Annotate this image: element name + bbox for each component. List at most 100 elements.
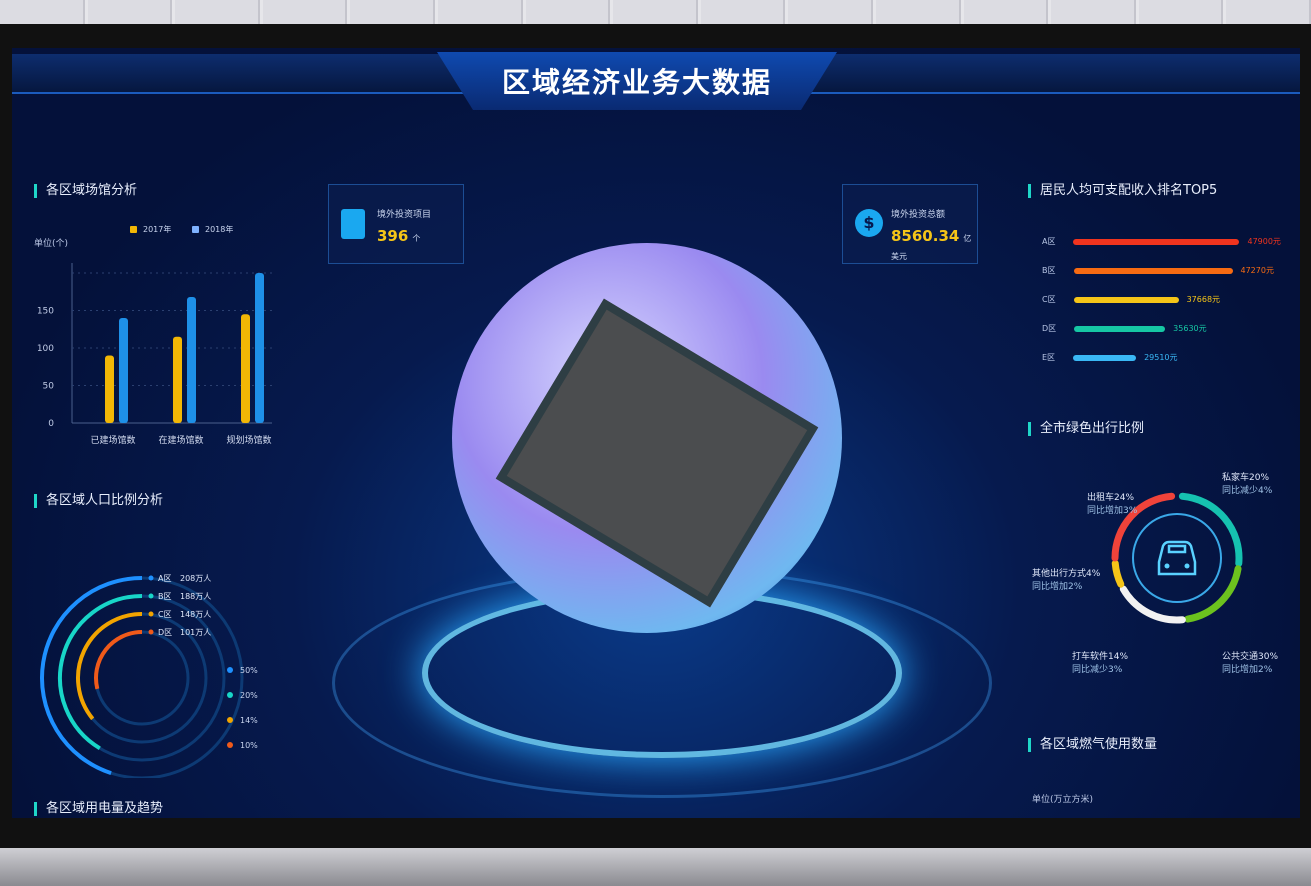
dollar-icon: $ <box>855 209 883 237</box>
ring-C区 <box>76 612 143 721</box>
travel-label-private-car: 私家车20% 同比减少4% <box>1222 472 1272 498</box>
y-unit-label: 单位(个) <box>34 239 69 249</box>
percent-label: 10% <box>240 741 258 750</box>
donut-segment <box>1184 565 1242 623</box>
legend-label: 2017年 <box>143 225 172 234</box>
legend-swatch <box>192 226 199 233</box>
card-label: 境外投资项目 <box>377 210 432 220</box>
y-tick-label: 50 <box>43 382 55 392</box>
x-tick-label: 在建场馆数 <box>158 434 203 446</box>
income-row: C区 37668元 <box>1042 294 1220 305</box>
travel-label: 其他出行方式4% <box>1032 569 1101 579</box>
travel-label-public: 公共交通30% 同比增加2% <box>1222 651 1278 677</box>
y-tick-label: 150 <box>37 307 54 317</box>
travel-sub: 同比增加2% <box>1222 665 1273 675</box>
car-body <box>1157 540 1197 576</box>
ring-A区 <box>40 576 143 776</box>
income-value: 29510元 <box>1144 353 1178 362</box>
donut-segment <box>1111 492 1176 562</box>
income-bar <box>1074 325 1166 332</box>
page-title: 区域经济业务大数据 <box>501 66 772 99</box>
value: 396 <box>377 227 409 245</box>
percent-dot <box>227 692 233 698</box>
section-title-venues: 各区域场馆分析 <box>34 184 137 198</box>
ring-track <box>76 612 208 744</box>
region-label: C区 <box>1042 295 1056 304</box>
unit: 亿美元 <box>891 234 972 261</box>
travel-label-other: 其他出行方式4% 同比增加2% <box>1032 568 1100 594</box>
legend-dot <box>148 593 154 599</box>
section-title-travel: 全市绿色出行比例 <box>1028 422 1144 436</box>
section-title-electric: 各区域用电量及趋势 <box>34 802 163 816</box>
overseas-projects-card: 境外投资项目 396 个 <box>328 184 464 264</box>
percent-dot <box>227 717 233 723</box>
region-value: 101万人 <box>180 628 211 637</box>
bar-chart: 0 50 100 150 已建场馆数 在建场馆数 规划场馆数 <box>37 263 272 446</box>
ring-B区 <box>58 594 143 751</box>
donut-segment <box>1178 492 1243 567</box>
car-light <box>1184 563 1190 569</box>
income-value: 47900元 <box>1247 237 1281 246</box>
region-label: A区 <box>158 574 171 583</box>
legend-2017: 2017年 <box>130 224 171 235</box>
inner-ring <box>1132 513 1222 603</box>
income-value: 37668元 <box>1186 295 1221 304</box>
bar-2018年-在建场馆数 <box>187 297 196 423</box>
car-window <box>1167 544 1187 554</box>
region-label: B区 <box>1042 266 1056 275</box>
bar-2018年-规划场馆数 <box>255 273 264 423</box>
income-bar <box>1073 354 1137 361</box>
population-radial-chart: A区 208万人 50% B区 188万人 20% C区 148万人 14% D区 101万人 10% <box>40 574 258 778</box>
x-tick-label: 已建场馆数 <box>90 434 135 446</box>
region-value: 208万人 <box>180 574 211 583</box>
overseas-investment-card: $ 境外投资总额 8560.34 亿美元 <box>842 184 978 264</box>
travel-sub: 同比减少4% <box>1222 486 1273 496</box>
bar-2017年-规划场馆数 <box>241 314 250 423</box>
car-light <box>1164 563 1170 569</box>
percent-label: 20% <box>240 691 258 700</box>
ring-D区 <box>94 630 143 690</box>
x-tick-label: 规划场馆数 <box>226 434 271 446</box>
percent-label: 14% <box>240 716 258 725</box>
income-bar <box>1073 267 1233 274</box>
dashboard-screen: 区域经济业务大数据 各区域场馆分析 2017年 2018年 单位(个) 0 50 1… <box>12 48 1300 818</box>
section-title-income: 居民人均可支配收入排名TOP5 <box>1028 184 1217 198</box>
y-tick-label: 100 <box>37 344 54 354</box>
legend-dot <box>148 575 154 581</box>
travel-label: 出租车24% <box>1087 493 1135 503</box>
card-value: 8560.34 亿美元 <box>891 227 977 263</box>
region-label: C区 <box>158 610 172 619</box>
income-value: 35630元 <box>1173 324 1207 333</box>
wall-background <box>0 0 1311 24</box>
gas-unit-label: 单位(万立方米) <box>1032 795 1094 805</box>
section-title-population: 各区域人口比例分析 <box>34 494 163 508</box>
section-title-gas: 各区域燃气使用数量 <box>1028 738 1157 752</box>
bar-2017年-在建场馆数 <box>173 336 182 423</box>
legend-dot <box>148 611 154 617</box>
legend-dot <box>148 629 154 635</box>
travel-donut-chart <box>1111 492 1243 624</box>
card-label: 境外投资总额 <box>891 210 946 220</box>
travel-sub: 同比增加2% <box>1032 582 1083 592</box>
card-value: 396 个 <box>377 227 420 245</box>
percent-label: 50% <box>240 666 258 675</box>
floor-background <box>0 848 1311 886</box>
title-banner: 区域经济业务大数据 <box>437 52 837 110</box>
income-bar <box>1073 238 1240 245</box>
travel-label-taxi: 出租车24% 同比增加3% <box>1087 492 1137 518</box>
car-icon <box>1157 540 1197 576</box>
y-tick-label: 0 <box>48 419 54 429</box>
income-row: D区 35630元 <box>1042 323 1207 334</box>
legend-swatch <box>130 226 137 233</box>
value: 8560.34 <box>891 227 960 245</box>
file-list-icon <box>341 209 365 239</box>
income-value: 47270元 <box>1240 266 1274 275</box>
region-value: 188万人 <box>180 592 211 601</box>
income-row: E区 29510元 <box>1042 352 1178 363</box>
region-label: D区 <box>158 628 172 637</box>
percent-dot <box>227 742 233 748</box>
income-bar <box>1073 296 1179 303</box>
income-row: A区 47900元 <box>1042 236 1281 247</box>
travel-label: 公共交通30% <box>1222 652 1279 662</box>
income-row: B区 47270元 <box>1042 265 1274 276</box>
